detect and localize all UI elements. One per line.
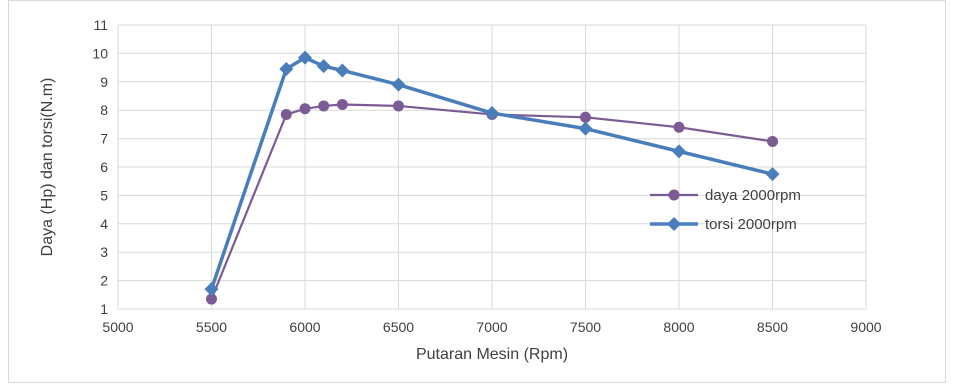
y-tick-label: 7 [100, 131, 108, 147]
x-tick-label: 9000 [850, 319, 881, 335]
legend-label: torsi 2000rpm [705, 216, 797, 233]
data-point [335, 63, 350, 78]
data-point [318, 100, 330, 112]
y-tick-label: 8 [100, 102, 108, 118]
y-tick-label: 2 [100, 273, 108, 289]
y-tick-label: 3 [100, 244, 108, 260]
y-tick-label: 4 [100, 216, 108, 232]
x-axis-title: Putaran Mesin (Rpm) [416, 346, 568, 363]
data-point [578, 121, 593, 136]
chart-frame [8, 0, 946, 383]
data-point [299, 103, 311, 115]
data-point [485, 106, 499, 121]
x-tick-label: 5000 [102, 319, 133, 335]
data-point [316, 59, 331, 74]
x-tick-label: 7000 [476, 319, 507, 335]
data-point [672, 144, 686, 159]
x-tick-label: 6500 [383, 319, 414, 335]
data-point [765, 167, 780, 182]
legend-marker [668, 189, 680, 201]
data-point [280, 108, 292, 120]
data-point [393, 100, 404, 112]
y-axis-title: Daya (Hp) dan torsi(N.m) [39, 78, 56, 257]
legend-label: daya 2000rpm [705, 187, 801, 204]
y-tick-label: 11 [93, 17, 108, 33]
y-tick-label: 1 [100, 301, 108, 317]
y-tick-label: 6 [100, 159, 108, 175]
series-line-daya [210, 103, 773, 300]
x-tick-label: 6000 [289, 319, 320, 335]
y-tick-label: 9 [100, 74, 108, 90]
data-point [580, 111, 591, 123]
data-point [391, 77, 406, 92]
data-point [279, 62, 294, 77]
data-point [204, 282, 219, 297]
x-tick-label: 5500 [196, 319, 227, 335]
x-tick-label: 7500 [570, 319, 601, 335]
data-point [298, 50, 312, 65]
x-tick-label: 8000 [663, 319, 694, 335]
y-tick-label: 10 [92, 45, 108, 61]
y-tick-label: 5 [100, 187, 108, 203]
x-tick-label: 8500 [757, 319, 788, 335]
data-point [206, 293, 217, 305]
series-line-torsi [209, 55, 773, 290]
data-point [673, 121, 685, 133]
data-point [767, 135, 778, 147]
data-point [336, 99, 348, 111]
legend-marker [667, 217, 681, 231]
